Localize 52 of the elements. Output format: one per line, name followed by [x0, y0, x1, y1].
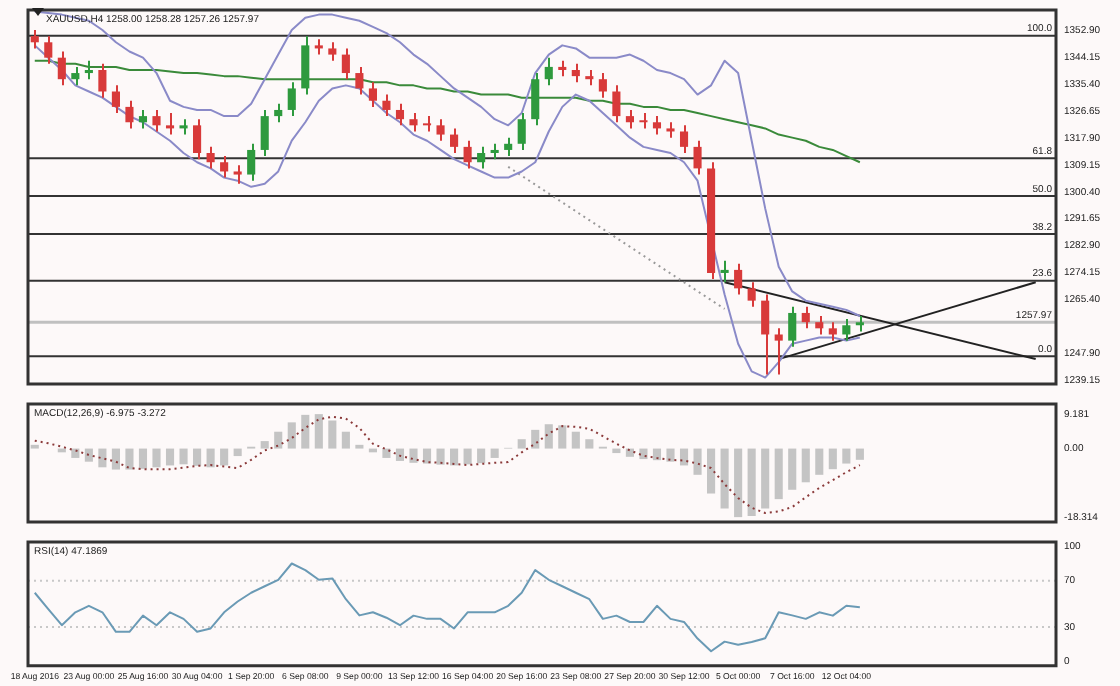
candlestick: [436, 118, 445, 142]
bar: [436, 448, 445, 465]
bar: [179, 448, 188, 465]
candlestick: [233, 164, 242, 185]
bar: [450, 448, 459, 466]
bar: [585, 439, 594, 449]
bar: [314, 414, 323, 449]
bar: [558, 425, 567, 449]
line-series: [33, 415, 861, 515]
bar: [774, 448, 783, 500]
bar: [84, 448, 93, 462]
bar: [463, 448, 472, 465]
bar: [571, 431, 580, 449]
bar: [274, 431, 283, 449]
bar: [815, 448, 824, 475]
bar: [422, 448, 432, 464]
bar: [206, 448, 215, 468]
bar: [639, 448, 648, 460]
bar: [734, 448, 743, 518]
bar: [666, 448, 675, 462]
bar: [531, 429, 540, 449]
bar: [233, 448, 242, 457]
bar: [220, 448, 229, 466]
bar: [165, 448, 175, 466]
bar: [490, 448, 499, 458]
bar: [111, 448, 120, 470]
bar: [828, 448, 837, 470]
bar: [707, 448, 716, 494]
bar: [747, 448, 756, 517]
bar: [125, 448, 134, 470]
bar: [517, 439, 526, 449]
bar: [842, 448, 851, 464]
bar: [477, 448, 486, 464]
bar: [801, 448, 810, 483]
bar: [693, 448, 702, 475]
bar: [855, 448, 864, 460]
bar: [98, 448, 107, 468]
bar: [287, 422, 296, 449]
bar: [788, 448, 797, 490]
bar: [382, 448, 391, 458]
bar: [193, 448, 202, 466]
bar: [301, 414, 310, 449]
bar: [409, 448, 418, 463]
bar: [341, 431, 350, 449]
bar: [720, 448, 729, 509]
bar: [260, 441, 269, 449]
bar: [138, 448, 148, 469]
bar: [761, 448, 770, 509]
bar: [152, 448, 161, 468]
bar: [328, 420, 337, 449]
bar: [544, 424, 553, 449]
bar: [395, 448, 405, 461]
